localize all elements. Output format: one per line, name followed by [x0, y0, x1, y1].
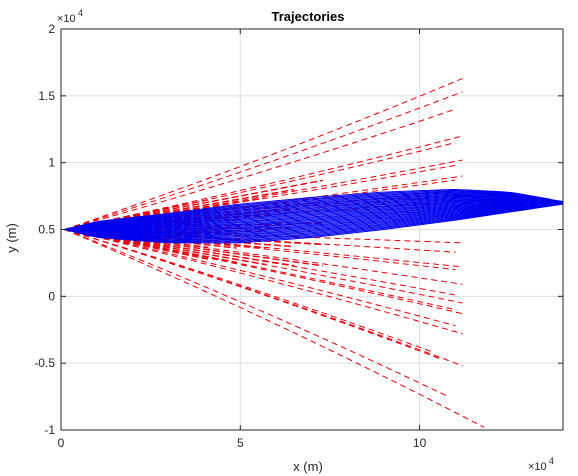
dashed-trajectory-core-3 — [64, 228, 295, 267]
grid-lines — [61, 29, 563, 430]
solid-trajectory-1 — [64, 205, 551, 243]
solid-trajectory-28 — [64, 193, 563, 230]
solid-trajectory-19 — [64, 200, 526, 230]
solid-trajectory-4 — [64, 203, 563, 240]
solid-trajectory-26 — [64, 195, 538, 230]
solid-trajectory-10 — [64, 204, 538, 235]
solid-trajectory-32 — [64, 189, 563, 230]
x-tick-label-1: 5 — [237, 436, 244, 450]
dashed-trajectory-core-1 — [64, 228, 237, 263]
solid-trajectory-6 — [64, 205, 538, 239]
dashed-trajectory-27 — [64, 229, 485, 428]
solid-trajectory-25 — [64, 196, 551, 230]
solid-trajectory-14 — [64, 202, 538, 232]
dashed-trajectory-core-23 — [64, 188, 295, 231]
y-exponent-power: 4 — [78, 8, 83, 18]
solid-trajectory-7 — [64, 206, 526, 238]
dashed-trajectory-1 — [64, 91, 463, 230]
x-exponent-label: ×10 4 — [528, 456, 554, 473]
dashed-trajectory-25 — [64, 229, 463, 367]
dashed-trajectory-26 — [64, 229, 449, 398]
solid-trajectory-31 — [64, 190, 526, 230]
solid-trajectory-22 — [64, 198, 538, 230]
solid-trajectory-15 — [64, 202, 526, 231]
solid-trajectory-9 — [64, 203, 551, 236]
y-axis-ticks: -1 -0.5 0 0.5 1 1.5 2 — [34, 22, 563, 437]
dashed-trajectory-0 — [64, 77, 463, 230]
solid-trajectory-20 — [64, 199, 563, 230]
solid-trajectory-5 — [64, 204, 551, 239]
x-tick-label-0: 0 — [58, 436, 65, 450]
solid-trajectory-2 — [64, 206, 538, 242]
solid-trajectory-0 — [64, 203, 563, 244]
y-tick-label-2: 0 — [48, 289, 55, 303]
solid-trajectories — [64, 188, 563, 244]
y-exponent-label: ×10 4 — [57, 8, 83, 25]
dashed-trajectory-21 — [64, 229, 456, 327]
solid-trajectory-11 — [64, 204, 526, 234]
y-tick-label-3: 0.5 — [38, 223, 55, 237]
chart-title: Trajectories — [272, 9, 345, 24]
solid-trajectory-27 — [64, 194, 526, 230]
x-tick-label-2: 10 — [413, 436, 427, 450]
solid-trajectory-24 — [64, 197, 563, 230]
solid-trajectory-16 — [64, 201, 563, 231]
y-tick-label-5: 1.5 — [38, 89, 55, 103]
solid-trajectory-21 — [64, 198, 551, 230]
y-tick-label-4: 1 — [48, 156, 55, 170]
solid-trajectory-17 — [64, 201, 551, 230]
y-tick-label-1: -0.5 — [34, 356, 55, 370]
x-exponent-base: ×10 — [528, 461, 547, 473]
y-tick-label-0: -1 — [44, 423, 55, 437]
y-axis-label: y (m) — [4, 223, 19, 253]
x-axis-label: x (m) — [293, 459, 323, 474]
solid-trajectory-30 — [64, 191, 538, 230]
solid-trajectory-13 — [64, 202, 551, 232]
solid-trajectory-12 — [64, 202, 563, 233]
solid-trajectory-18 — [64, 200, 538, 230]
series-layer — [64, 77, 563, 428]
dashed-trajectory-2 — [64, 108, 456, 230]
solid-trajectory-29 — [64, 192, 551, 230]
solid-trajectory-3 — [64, 207, 526, 241]
solid-trajectory-8 — [64, 203, 563, 237]
x-axis-ticks: 0 5 10 — [58, 29, 427, 450]
solid-trajectory-33 — [64, 188, 551, 230]
y-exponent-base: ×10 — [57, 13, 76, 25]
dashed-trajectory-22 — [64, 229, 463, 335]
solid-trajectory-23 — [64, 197, 526, 230]
x-exponent-power: 4 — [549, 456, 554, 466]
y-tick-label-6: 2 — [48, 22, 55, 36]
